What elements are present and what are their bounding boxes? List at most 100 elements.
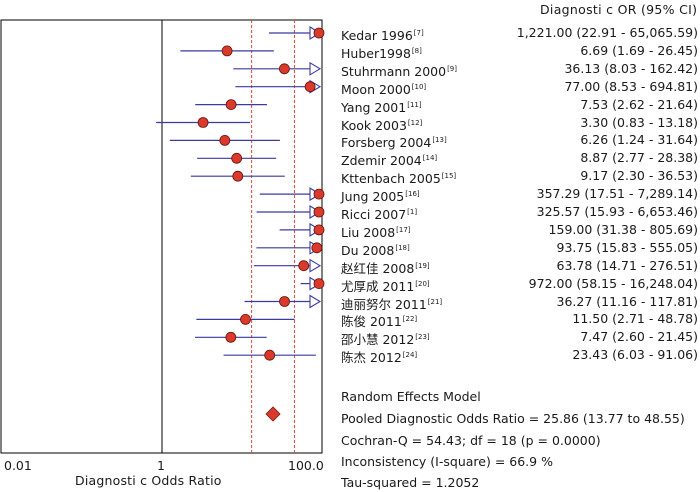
study-reference: [13] xyxy=(432,136,447,145)
study-label: Du 2008[18] xyxy=(341,239,410,260)
pooled-estimate-text: Pooled Diagnostic Odds Ratio = 25.86 (13… xyxy=(341,411,685,426)
study-label: Kttenbach 2005[15] xyxy=(341,167,456,188)
study-or-ci: 63.78 (14.71 - 276.51) xyxy=(556,257,699,273)
study-name: 陈俊 2011 xyxy=(341,314,402,330)
point-estimate-marker xyxy=(240,313,251,325)
point-estimate-marker xyxy=(232,170,244,182)
x-tick-label: 1 xyxy=(157,458,165,473)
study-reference: [20] xyxy=(415,279,430,288)
study-name: 邵小慧 2012 xyxy=(341,332,415,348)
point-estimate-marker xyxy=(264,349,276,361)
study-label: 赵红佳 2008[19] xyxy=(341,257,430,278)
study-label: Kook 2003[12] xyxy=(341,114,422,135)
study-label: 邵小慧 2012[23] xyxy=(341,328,430,349)
study-name: Kedar 1996 xyxy=(341,28,413,43)
study-name: Moon 2000 xyxy=(341,81,411,97)
x-tick-label: 100.0 xyxy=(288,458,324,473)
ci-overflow-arrow xyxy=(309,61,322,76)
study-reference: [17] xyxy=(396,225,411,234)
cochran-q-text: Cochran-Q = 54.43; df = 18 (p = 0.0000) xyxy=(341,433,601,448)
point-estimate-marker xyxy=(225,99,237,110)
study-label: Ricci 2007[1] xyxy=(341,203,417,224)
x-axis-title: Diagnosti c Odds Ratio xyxy=(75,473,222,488)
study-or-ci: 159.00 (31.38 - 805.69) xyxy=(548,221,698,237)
study-or-ci: 6.26 (1.24 - 31.64) xyxy=(580,132,698,148)
study-label: 陈俊 2011[22] xyxy=(341,310,417,331)
point-estimate-marker xyxy=(313,188,325,200)
study-reference: [1] xyxy=(407,208,418,216)
study-or-ci: 11.50 (2.71 - 48.78) xyxy=(572,311,698,327)
study-name: Zdemir 2004 xyxy=(341,153,422,169)
study-reference: [8] xyxy=(411,46,422,55)
point-estimate-marker xyxy=(279,296,290,307)
point-estimate-marker xyxy=(311,242,323,254)
study-or-ci: 325.57 (15.93 - 6,653.46) xyxy=(536,204,698,219)
study-reference: [24] xyxy=(402,351,418,360)
study-or-ci: 8.87 (2.77 - 28.38) xyxy=(580,150,698,166)
study-reference: [12] xyxy=(407,118,423,127)
study-label: Moon 2000[10] xyxy=(341,78,426,99)
study-or-ci: 93.75 (15.83 - 555.05) xyxy=(556,239,699,255)
study-or-ci: 1,221.00 (22.91 - 65,065.59) xyxy=(516,25,698,40)
study-reference: [10] xyxy=(411,82,427,91)
study-label: Jung 2005[16] xyxy=(341,185,420,206)
study-or-ci: 357.29 (17.51 - 7,289.14) xyxy=(536,186,698,202)
point-estimate-marker xyxy=(313,278,325,290)
study-label: Stuhrmann 2000[9] xyxy=(341,60,457,81)
study-reference: [21] xyxy=(427,297,443,306)
study-reference: [15] xyxy=(441,172,457,181)
study-or-ci: 77.00 (8.53 - 694.81) xyxy=(564,78,698,94)
x-tick-label: 0.01 xyxy=(4,458,32,473)
study-name: Kttenbach 2005 xyxy=(341,171,441,187)
study-name: Liu 2008 xyxy=(341,224,396,240)
ci-overflow-arrow xyxy=(309,258,322,273)
study-or-ci: 972.00 (58.15 - 16,248.04) xyxy=(528,275,698,291)
study-name: Ricci 2007 xyxy=(341,207,407,222)
model-label: Random Effects Model xyxy=(341,389,481,404)
study-name: 赵红佳 2008 xyxy=(341,260,415,276)
study-name: Stuhrmann 2000 xyxy=(341,63,447,79)
study-reference: [19] xyxy=(415,261,430,270)
point-estimate-marker xyxy=(313,27,325,39)
study-name: 迪丽努尔 2011 xyxy=(341,296,427,312)
study-label: Kedar 1996[7] xyxy=(341,24,424,45)
study-label: Yang 2001[11] xyxy=(341,96,422,117)
point-estimate-marker xyxy=(221,45,233,57)
study-or-ci: 23.43 (6.03 - 91.06) xyxy=(572,347,698,363)
study-reference: [23] xyxy=(415,333,430,342)
study-name: Huber1998 xyxy=(341,45,411,61)
point-estimate-marker xyxy=(279,63,290,75)
study-label: 尤厚成 2011[20] xyxy=(341,275,430,296)
point-estimate-marker xyxy=(225,331,237,343)
pooled-estimate-diamond xyxy=(265,406,281,422)
point-estimate-marker xyxy=(219,134,231,146)
point-estimate-marker xyxy=(231,152,243,164)
study-label: Liu 2008[17] xyxy=(341,221,411,242)
study-reference: [11] xyxy=(407,100,422,109)
study-reference: [9] xyxy=(447,64,457,73)
point-estimate-marker xyxy=(313,224,325,236)
point-estimate-marker xyxy=(304,81,316,93)
study-name: 尤厚成 2011 xyxy=(341,278,415,294)
ci-overflow-arrow xyxy=(309,294,322,309)
study-label: 迪丽努尔 2011[21] xyxy=(341,293,442,314)
study-or-ci: 7.53 (2.62 - 21.64) xyxy=(580,96,698,112)
study-name: 陈杰 2012 xyxy=(341,350,402,366)
study-label: 陈杰 2012[24] xyxy=(341,346,417,367)
study-label: Zdemir 2004[14] xyxy=(341,149,437,170)
study-label: Huber1998[8] xyxy=(341,42,422,63)
study-or-ci: 3.30 (0.83 - 13.18) xyxy=(580,114,698,130)
study-or-ci: 7.47 (2.60 - 21.45) xyxy=(580,329,698,345)
study-reference: [14] xyxy=(422,154,438,163)
study-or-ci: 36.13 (8.03 - 162.42) xyxy=(564,60,698,76)
tau-squared-text: Tau-squared = 1.2052 xyxy=(341,475,480,490)
point-estimate-marker xyxy=(298,260,310,272)
study-reference: [7] xyxy=(413,29,424,37)
study-reference: [18] xyxy=(395,243,410,252)
column-header: Diagnosti c OR (95% CI) xyxy=(540,2,698,17)
study-or-ci: 9.17 (2.30 - 36.53) xyxy=(580,168,698,184)
inconsistency-text: Inconsistency (I-square) = 66.9 % xyxy=(341,454,553,469)
study-name: Jung 2005 xyxy=(341,189,405,205)
point-estimate-marker xyxy=(313,206,325,218)
